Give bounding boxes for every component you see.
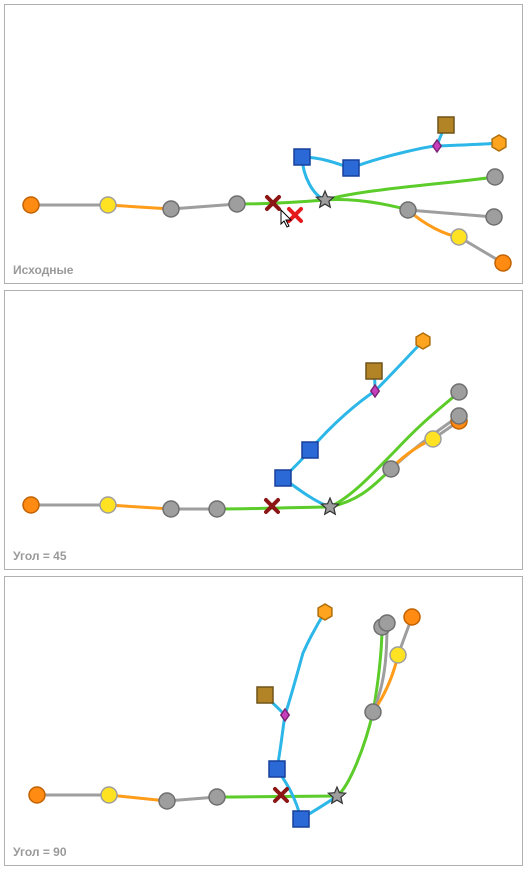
edge bbox=[285, 612, 325, 715]
panel-svg bbox=[5, 577, 522, 865]
node-circle bbox=[495, 255, 511, 271]
node-circle bbox=[365, 704, 381, 720]
node-circle bbox=[487, 169, 503, 185]
node-circle bbox=[383, 461, 399, 477]
nodes-layer bbox=[23, 333, 467, 517]
node-circle bbox=[404, 609, 420, 625]
cursor-icon bbox=[281, 210, 291, 227]
panel-svg bbox=[5, 291, 522, 569]
edge bbox=[351, 146, 437, 168]
diagram-container: Исходные Угол = 45 Угол = 90 bbox=[4, 4, 523, 866]
node-square bbox=[438, 117, 454, 133]
node-circle bbox=[451, 408, 467, 424]
edge bbox=[108, 505, 171, 509]
node-square bbox=[275, 470, 291, 486]
panel-original: Исходные bbox=[4, 4, 523, 284]
edge bbox=[337, 712, 373, 796]
panel-label: Угол = 90 bbox=[13, 845, 67, 859]
node-circle bbox=[400, 202, 416, 218]
edges-layer bbox=[31, 341, 459, 509]
node-circle bbox=[229, 196, 245, 212]
node-circle bbox=[209, 789, 225, 805]
edge bbox=[437, 143, 499, 146]
node-circle bbox=[101, 787, 117, 803]
edge bbox=[171, 204, 237, 209]
node-square bbox=[343, 160, 359, 176]
nodes-layer bbox=[23, 117, 511, 271]
node-hexagon bbox=[492, 135, 506, 151]
node-circle bbox=[23, 497, 39, 513]
node-star bbox=[316, 191, 333, 207]
node-circle bbox=[163, 201, 179, 217]
node-square bbox=[294, 149, 310, 165]
node-square bbox=[269, 761, 285, 777]
panel-angle-90: Угол = 90 bbox=[4, 576, 523, 866]
node-hexagon bbox=[318, 604, 332, 620]
node-star bbox=[321, 498, 338, 514]
node-circle bbox=[425, 431, 441, 447]
node-square bbox=[366, 363, 382, 379]
node-circle bbox=[159, 793, 175, 809]
node-circle bbox=[486, 209, 502, 225]
edge bbox=[310, 391, 375, 450]
node-hexagon bbox=[416, 333, 430, 349]
edge bbox=[108, 205, 171, 209]
node-circle bbox=[100, 197, 116, 213]
panel-angle-45: Угол = 45 bbox=[4, 290, 523, 570]
panel-label: Угол = 45 bbox=[13, 549, 67, 563]
node-circle bbox=[451, 384, 467, 400]
node-square bbox=[257, 687, 273, 703]
node-circle bbox=[23, 197, 39, 213]
node-circle bbox=[29, 787, 45, 803]
node-circle bbox=[451, 229, 467, 245]
node-circle bbox=[163, 501, 179, 517]
node-square bbox=[293, 811, 309, 827]
panel-svg bbox=[5, 5, 522, 283]
node-circle bbox=[390, 647, 406, 663]
edge bbox=[325, 177, 495, 200]
node-cross bbox=[266, 500, 278, 512]
node-circle bbox=[209, 501, 225, 517]
node-square bbox=[302, 442, 318, 458]
edge bbox=[408, 210, 494, 217]
edges-layer bbox=[37, 612, 412, 819]
node-circle bbox=[379, 615, 395, 631]
panel-label: Исходные bbox=[13, 263, 73, 277]
node-circle bbox=[100, 497, 116, 513]
